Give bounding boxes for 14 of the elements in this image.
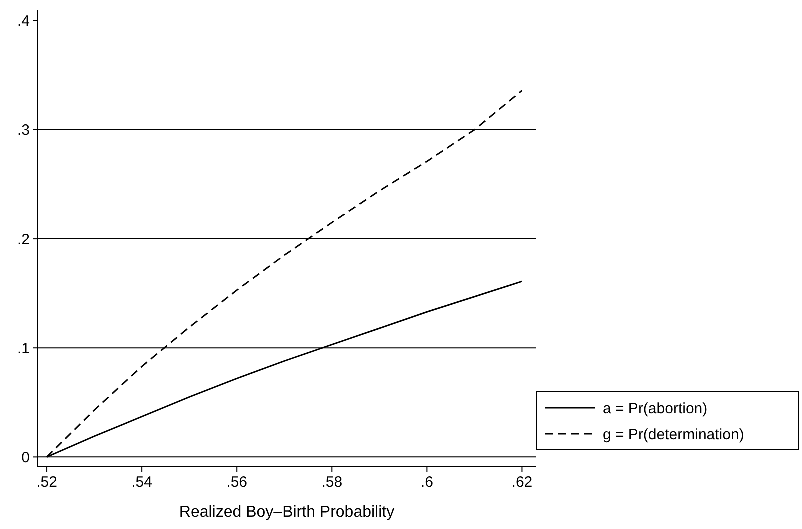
y-tick-label: .1: [17, 340, 30, 358]
legend-label: a = Pr(abortion): [603, 400, 708, 418]
y-tick-label: .4: [17, 13, 30, 30]
legend-label: g = Pr(determination): [603, 426, 744, 444]
x-tick-label: .54: [132, 474, 152, 491]
x-tick-label: .58: [322, 474, 343, 491]
y-tick-label: .2: [17, 231, 30, 248]
y-tick-label: 0: [22, 449, 30, 466]
x-axis-title: Realized Boy–Birth Probability: [179, 504, 395, 521]
x-tick-label: .52: [36, 474, 58, 491]
x-tick-label: .56: [226, 474, 248, 491]
x-tick-label: .62: [512, 474, 533, 491]
x-tick-label: .6: [420, 474, 434, 491]
y-tick-label: .3: [17, 122, 30, 140]
